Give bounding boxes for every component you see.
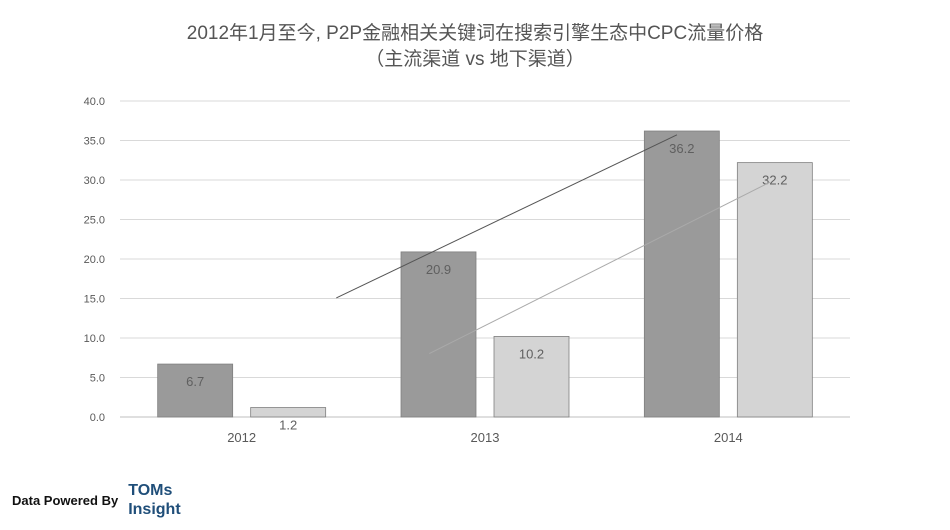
bar — [250, 407, 327, 418]
chart-title: 2012年1月至今, P2P金融相关关键词在搜索引擎生态中CPC流量价格 — [186, 23, 764, 44]
data-label: 20.9 — [426, 262, 451, 277]
footer-label: Data Powered By — [12, 492, 119, 508]
trend-line — [429, 181, 771, 355]
y-tick-label: 10.0 — [84, 333, 105, 345]
y-tick-label: 20.0 — [84, 254, 105, 266]
y-tick-label: 30.0 — [84, 175, 105, 187]
x-tick-label: 2013 — [471, 430, 500, 445]
data-label: 10.2 — [519, 346, 544, 361]
bar — [493, 336, 570, 418]
data-label: 1.2 — [279, 418, 297, 433]
y-tick-label: 40.0 — [84, 96, 105, 108]
data-label: 6.7 — [186, 374, 204, 389]
footer: Data Powered By TOMs Insight — [12, 480, 181, 520]
y-tick-label: 25.0 — [84, 215, 105, 227]
brand-logo: TOMs Insight — [128, 481, 180, 519]
data-label: 36.2 — [669, 141, 694, 156]
trend-line — [336, 134, 678, 299]
y-tick-label: 35.0 — [84, 136, 105, 148]
x-tick-label: 2014 — [714, 430, 743, 445]
y-tick-label: 15.0 — [84, 294, 105, 306]
bar — [400, 251, 477, 418]
brand-line-2: Insight — [128, 501, 181, 518]
x-tick-label: 2012 — [227, 430, 256, 445]
bar — [736, 162, 813, 418]
y-tick-label: 5.0 — [90, 373, 105, 385]
brand-line-1: TOMs — [128, 482, 173, 499]
data-label: 32.2 — [762, 173, 787, 188]
y-tick-label: 0.0 — [90, 412, 105, 424]
bar-chart: 0.0 5.0 10.0 15.0 20.0 25.0 30.0 35.0 40.0 2012 20… — [84, 96, 850, 445]
bar — [157, 363, 234, 418]
bar — [643, 130, 720, 418]
chart-subtitle: （主流渠道 vs 地下渠道） — [365, 49, 585, 70]
